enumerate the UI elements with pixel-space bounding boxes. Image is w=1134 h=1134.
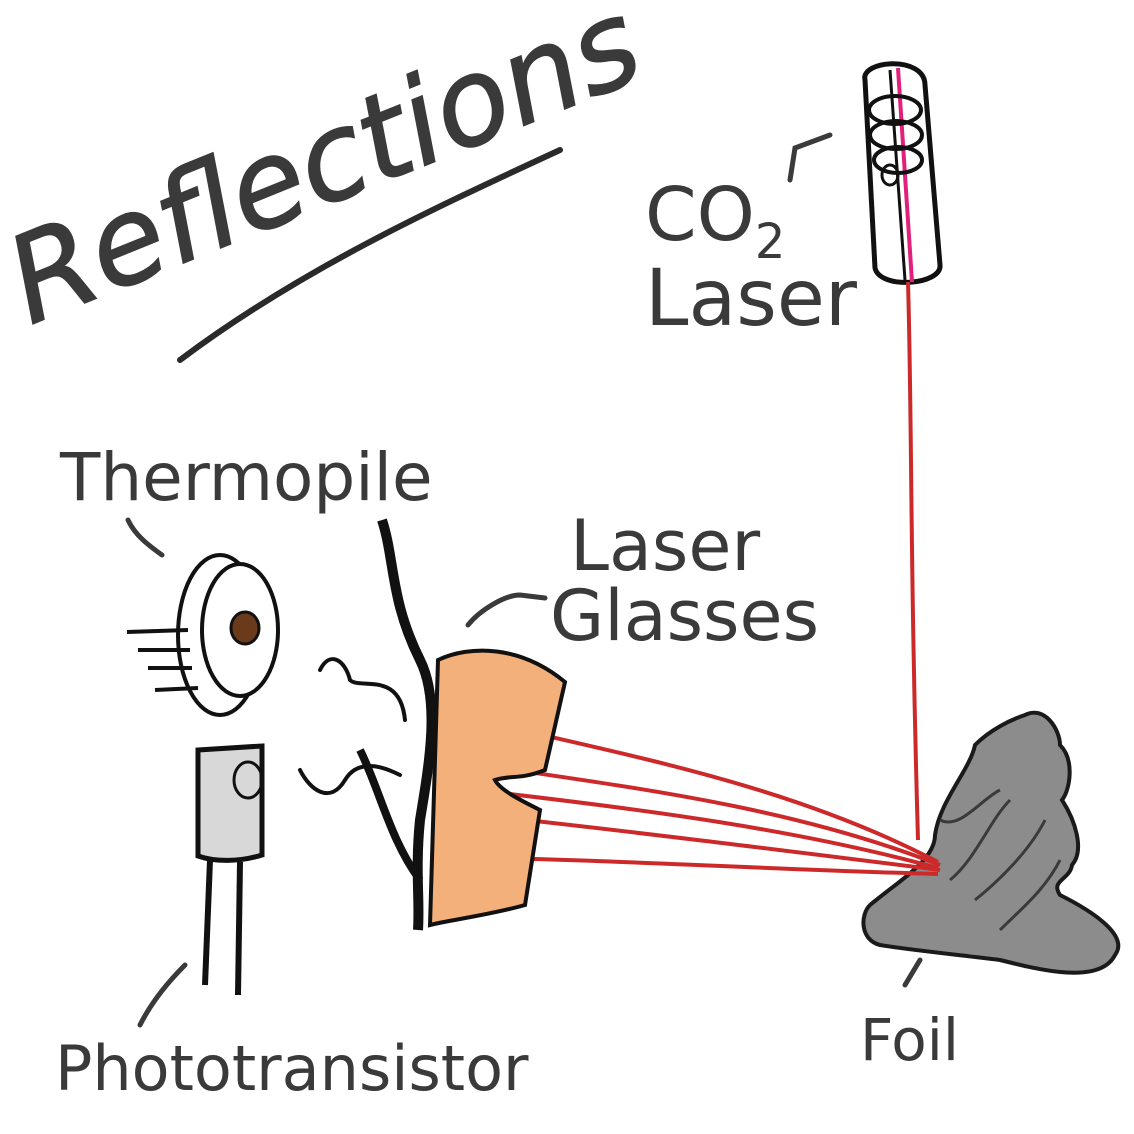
title-underline (177, 147, 563, 363)
laser-glasses-icon (356, 518, 568, 931)
foil-icon (861, 710, 1121, 975)
diagram-title: Reflections (0, 0, 659, 352)
co2-label: CO2 (645, 172, 785, 270)
glasses-label-line2: Glasses (550, 575, 819, 657)
thermopile-pointer-arrow (318, 657, 407, 722)
foil-label-leader (902, 957, 923, 988)
co2-laser-icon (862, 61, 943, 285)
thermopile-icon (126, 553, 280, 717)
foil-label: Foil (860, 1006, 959, 1074)
glasses-label-leader (465, 592, 548, 628)
phototransistor-pointer-arrow (298, 763, 402, 795)
phototransistor-label-leader (137, 962, 188, 1028)
co2-label-leader (787, 132, 833, 183)
thermopile-label: Thermopile (59, 439, 433, 516)
phototransistor-icon (195, 743, 265, 996)
thermopile-label-leader (125, 517, 165, 558)
laser-label: Laser (645, 254, 858, 344)
incident-laser-beam (906, 281, 920, 841)
glasses-label-line1: Laser (570, 505, 760, 587)
phototransistor-label: Phototransistor (55, 1032, 529, 1105)
